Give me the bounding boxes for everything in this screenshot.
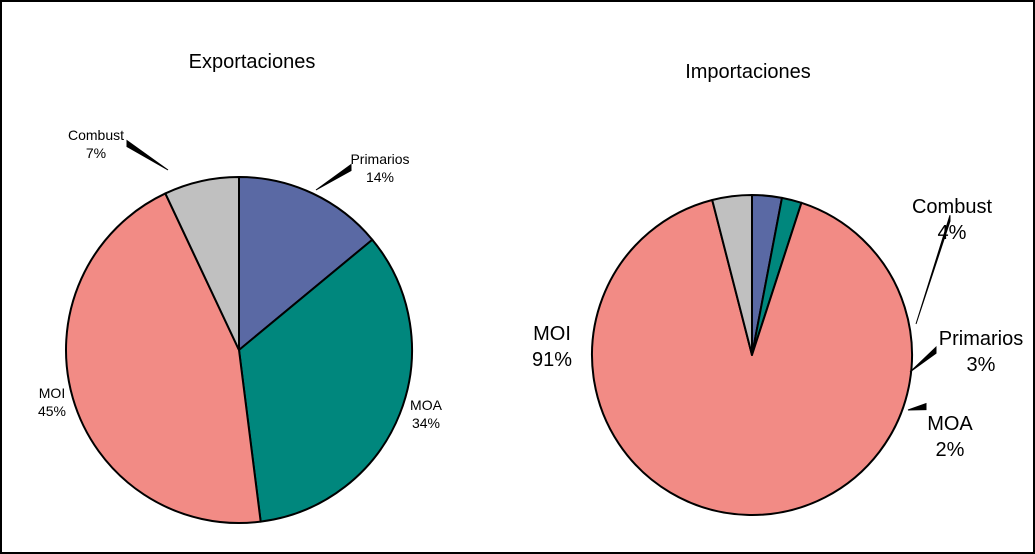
pie-slice-combust: [164, 176, 240, 351]
pie-slice-moi: [591, 199, 913, 516]
slice-label-combust: Combust: [912, 196, 992, 218]
slice-value-moi: 45%: [38, 403, 66, 419]
slice-label-combust: Combust: [68, 127, 124, 143]
leader-line-primarios: [909, 346, 937, 373]
leader-line-combust: [915, 215, 951, 325]
pie-slice-moi: [64, 192, 262, 524]
slice-label-moa: MOA: [927, 413, 973, 435]
pie-slice-primarios: [238, 176, 374, 351]
slice-label-moi: MOI: [39, 385, 65, 401]
slice-value-primarios: 14%: [366, 169, 394, 185]
pie-chart-exportaciones: Exportaciones Primarios 14% MOA 34% MOI 45% Co…: [38, 51, 443, 524]
slice-value-moa: 2%: [936, 439, 965, 461]
slice-label-moa: MOA: [410, 397, 443, 413]
leader-line-moa: [907, 402, 927, 411]
slice-label-moi: MOI: [533, 323, 571, 345]
pie-slice-combust: [711, 194, 753, 356]
slice-value-moi: 91%: [532, 349, 572, 371]
slice-value-combust: 7%: [86, 145, 106, 161]
leader-line-primarios: [315, 163, 352, 191]
chart-title: Exportaciones: [189, 51, 316, 73]
pie-slice-moa: [238, 238, 413, 523]
slice-label-primarios: Primarios: [939, 328, 1023, 350]
slice-label-primarios: Primarios: [350, 151, 409, 167]
slice-value-moa: 34%: [412, 415, 440, 431]
leader-line-combust: [126, 139, 169, 171]
pie-chart-importaciones: Importaciones Primarios 3% MOA 2% MOI 91% Comb…: [532, 61, 1023, 516]
slice-value-primarios: 3%: [967, 354, 996, 376]
chart-title: Importaciones: [685, 61, 811, 83]
slice-value-combust: 4%: [938, 222, 967, 244]
